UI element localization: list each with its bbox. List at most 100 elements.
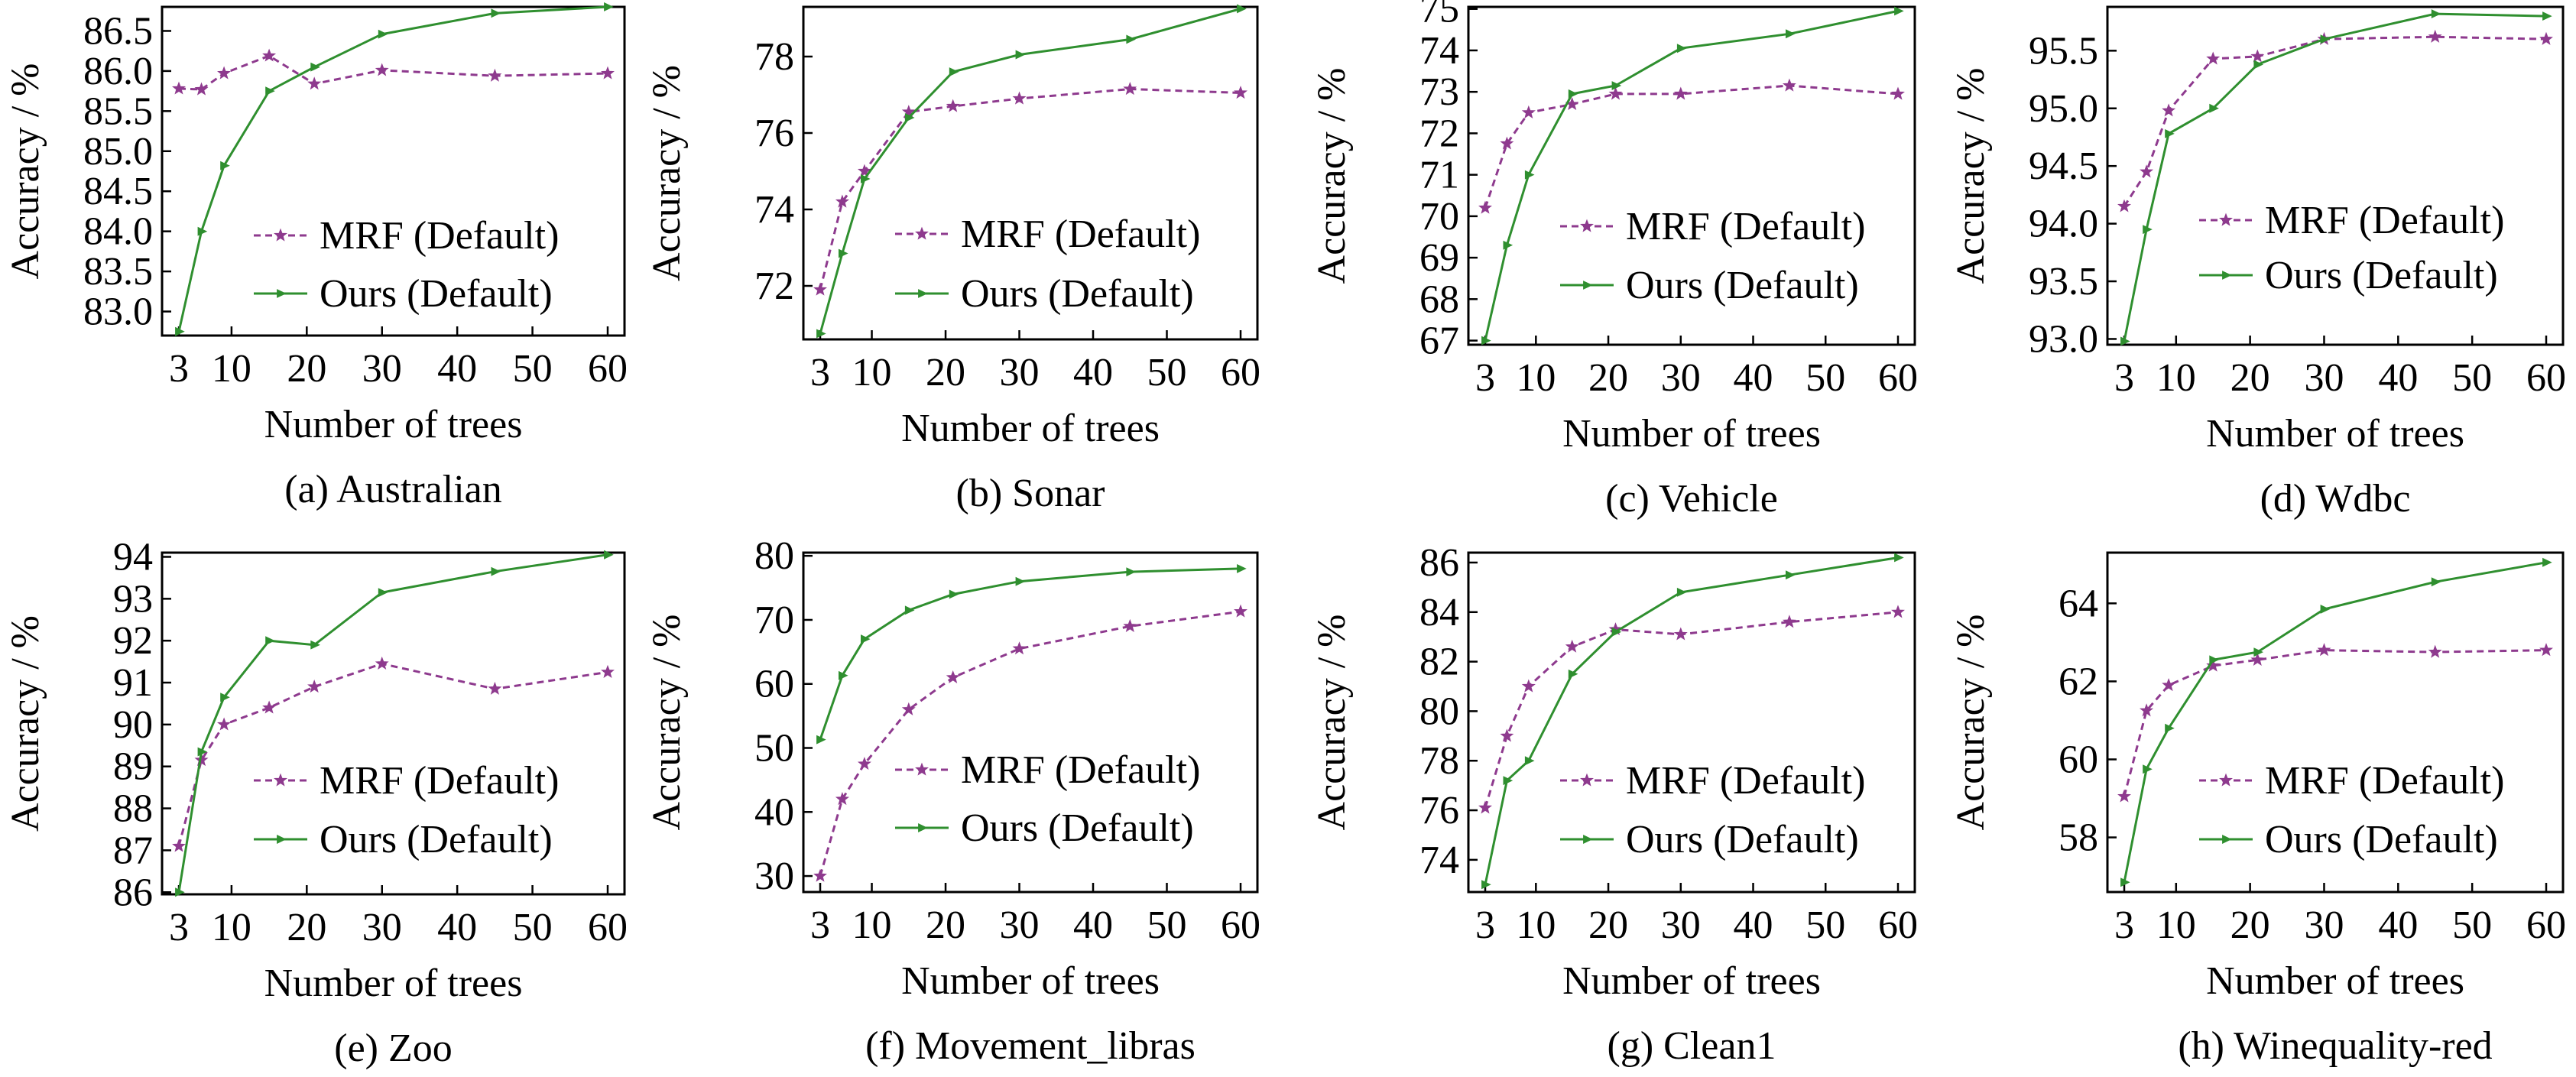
ours-data-point (2209, 103, 2219, 113)
y-tick-label: 75 (1419, 0, 1459, 31)
legend-ours-label: Ours (Default) (2265, 818, 2498, 861)
ours-data-point (1611, 81, 1622, 90)
mrf-data-point (217, 717, 232, 731)
x-tick-label: 20 (2230, 903, 2270, 947)
mrf-data-point (1521, 679, 1536, 693)
y-axis-label: Accuracy / % (645, 615, 689, 831)
x-tick-label: 3 (169, 906, 189, 949)
mrf-data-point (194, 753, 209, 767)
panel-caption: (a) Australian (284, 468, 501, 511)
ours-data-point (1126, 34, 1136, 44)
ours-data-point (839, 248, 848, 258)
y-tick-label: 89 (113, 745, 153, 789)
x-tick-label: 60 (1878, 356, 1918, 400)
panel-caption: (g) Clean1 (1608, 1024, 1776, 1068)
mrf-data-point (1012, 91, 1027, 105)
mrf-data-point (194, 82, 209, 96)
mrf-data-point (1500, 136, 1514, 150)
chart-panel: 3 10 20 30 40 50 60 72 74 76 78 Number of trees Accu… (645, 4, 1260, 515)
legend-mrf-label: MRF (Default) (1626, 759, 1865, 803)
legend-ours-label: Ours (Default) (320, 272, 553, 316)
mrf-data-point (262, 700, 277, 714)
mrf-series-line (1484, 84, 1899, 209)
ours-data-point (1786, 570, 1796, 580)
y-tick-label: 74 (1419, 839, 1459, 882)
x-axis-label: Number of trees (901, 959, 1160, 1003)
plot-frame (161, 5, 626, 337)
legend-ours-marker (1583, 281, 1593, 290)
ours-data-point (816, 735, 826, 744)
mrf-data-point (1782, 615, 1796, 628)
y-tick-label: 71 (1419, 154, 1459, 197)
ours-data-point (2542, 557, 2552, 567)
legend-mrf-marker (915, 226, 929, 240)
y-axis-label: Accuracy / % (645, 65, 689, 281)
legend-mrf-label: MRF (Default) (320, 214, 559, 258)
chart-panel: 3 10 20 30 40 50 6083.083.584.084.585.085.586.… (4, 2, 628, 511)
ours-data-point (220, 693, 230, 702)
ours-data-point (2431, 9, 2441, 18)
x-tick-label: 40 (437, 906, 477, 949)
chart-panel: 3 10 20 30 40 50 60 30 40 50 60 70 80 Number of trees… (645, 534, 1260, 1068)
mrf-data-point (601, 66, 615, 79)
y-axis-label: Accuracy / % (1310, 615, 1354, 831)
x-tick-label: 60 (588, 347, 628, 391)
mrf-data-point (1478, 800, 1492, 814)
ours-data-point (2209, 655, 2219, 665)
ours-data-point (1015, 576, 1026, 586)
ours-data-point (1237, 564, 1247, 573)
mrf-data-point (307, 76, 322, 90)
mrf-data-point (172, 81, 186, 95)
mrf-data-point (2162, 678, 2176, 692)
mrf-data-point (946, 670, 960, 683)
chart-panel: 3 10 20 30 40 50 60 93.0 93.5 94.0 94.5 95.0 95.5 Num… (1949, 5, 2566, 521)
legend-mrf-label: MRF (Default) (961, 212, 1200, 256)
x-tick-label: 30 (1661, 903, 1701, 947)
mrf-data-point (375, 63, 389, 76)
ours-data-point (839, 670, 848, 680)
mrf-data-point (601, 664, 615, 678)
mrf-data-point (1234, 604, 1247, 618)
x-axis-label: Number of trees (901, 407, 1160, 450)
legend-mrf-label: MRF (Default) (2265, 199, 2504, 242)
x-axis-label: Number of trees (264, 962, 523, 1005)
ours-series-line (177, 553, 608, 893)
ours-data-point (861, 634, 871, 644)
legend-ours-marker (2222, 271, 2232, 280)
x-tick-label: 40 (2378, 903, 2418, 947)
y-axis-label: Accuracy / % (1949, 615, 1993, 831)
legend-mrf-marker (1580, 219, 1594, 232)
x-tick-label: 60 (588, 906, 628, 949)
mrf-data-point (2539, 31, 2553, 45)
y-tick-label: 76 (754, 112, 794, 155)
y-tick-label: 93 (113, 577, 153, 621)
x-tick-label: 30 (362, 347, 402, 391)
legend-ours-marker (918, 823, 928, 832)
legend-ours-label: Ours (Default) (961, 272, 1194, 316)
ours-data-point (1568, 89, 1578, 99)
mrf-data-point (172, 839, 186, 852)
mrf-data-point (813, 868, 827, 882)
ours-data-point (1481, 336, 1491, 345)
x-tick-label: 3 (2114, 356, 2134, 400)
x-tick-label: 3 (810, 903, 830, 947)
y-tick-label: 82 (1419, 641, 1459, 684)
x-tick-label: 3 (169, 347, 189, 391)
ours-data-point (604, 550, 614, 560)
y-tick-label: 93.5 (2029, 260, 2098, 303)
mrf-data-point (1234, 86, 1247, 99)
ours-data-point (175, 887, 185, 897)
mrf-series-line (177, 662, 608, 847)
y-tick-label: 86.0 (83, 50, 153, 93)
y-tick-label: 70 (754, 599, 794, 642)
ours-data-point (265, 86, 275, 96)
x-tick-label: 50 (1147, 351, 1187, 394)
legend-ours-label: Ours (Default) (2265, 254, 2498, 297)
mrf-data-point (2140, 703, 2154, 717)
panel-caption: (d) Wdbc (2260, 477, 2411, 521)
x-tick-label: 20 (926, 903, 965, 947)
plot-frame (2106, 5, 2565, 346)
mrf-data-point (835, 194, 849, 208)
